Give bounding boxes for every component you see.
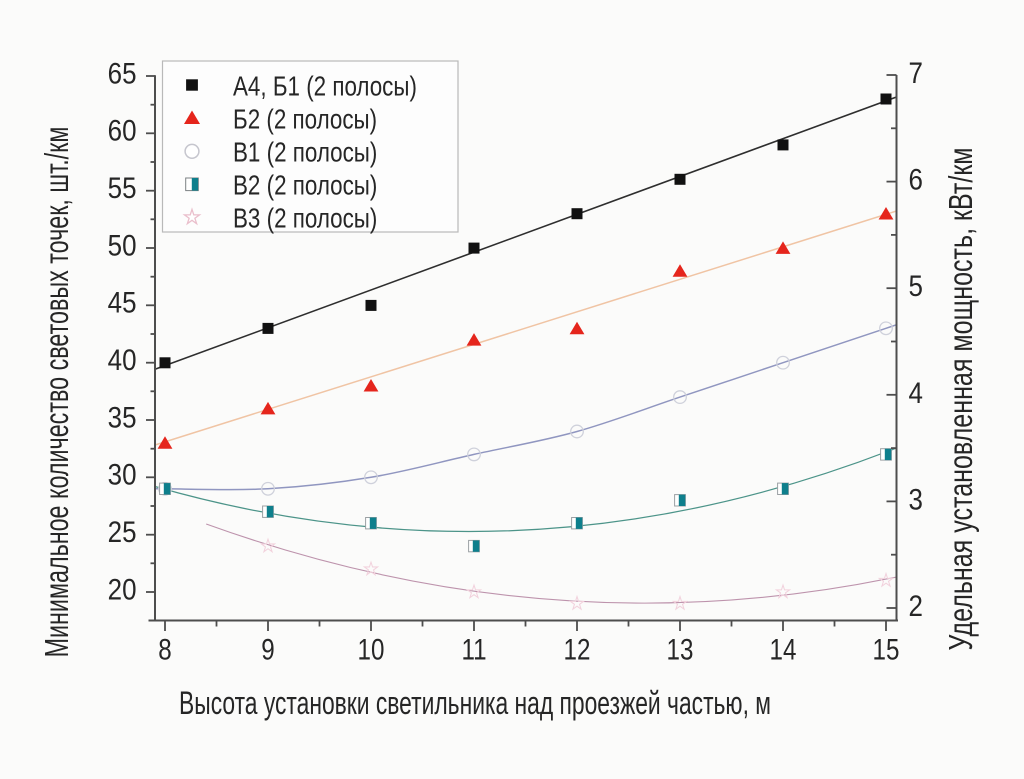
svg-text:14: 14 xyxy=(770,633,797,666)
svg-text:В3 (2 полосы): В3 (2 полосы) xyxy=(233,203,377,234)
svg-text:60: 60 xyxy=(108,114,137,147)
svg-text:6: 6 xyxy=(909,163,923,196)
svg-text:Б2 (2 полосы): Б2 (2 полосы) xyxy=(233,104,377,135)
svg-text:В2 (2 полосы): В2 (2 полосы) xyxy=(233,170,377,201)
svg-text:20: 20 xyxy=(108,573,137,606)
svg-text:45: 45 xyxy=(108,286,137,319)
svg-text:7: 7 xyxy=(909,56,923,89)
svg-text:9: 9 xyxy=(261,633,274,666)
svg-text:Минимальное количество световы: Минимальное количество световых точек, ш… xyxy=(39,127,76,658)
svg-text:4: 4 xyxy=(909,376,923,409)
svg-text:65: 65 xyxy=(108,57,137,90)
svg-text:В1 (2 полосы): В1 (2 полосы) xyxy=(233,137,377,168)
svg-text:Удельная установленная мощност: Удельная установленная мощность, кВт/км xyxy=(943,147,980,650)
svg-text:50: 50 xyxy=(108,229,137,262)
svg-text:10: 10 xyxy=(358,633,385,666)
svg-text:30: 30 xyxy=(108,458,137,491)
svg-text:40: 40 xyxy=(108,343,137,376)
svg-text:А4, Б1 (2 полосы): А4, Б1 (2 полосы) xyxy=(233,71,417,102)
svg-text:13: 13 xyxy=(667,633,694,666)
svg-text:2: 2 xyxy=(909,589,923,622)
svg-text:25: 25 xyxy=(108,515,137,548)
svg-text:Высота установки светильника н: Высота установки светильника над проезже… xyxy=(179,685,771,721)
svg-text:5: 5 xyxy=(909,270,923,303)
svg-text:3: 3 xyxy=(909,483,923,516)
svg-text:55: 55 xyxy=(108,171,137,204)
svg-text:11: 11 xyxy=(461,633,486,666)
svg-text:12: 12 xyxy=(564,633,591,666)
svg-text:8: 8 xyxy=(158,633,171,666)
svg-text:35: 35 xyxy=(108,401,137,434)
svg-text:15: 15 xyxy=(873,633,900,666)
